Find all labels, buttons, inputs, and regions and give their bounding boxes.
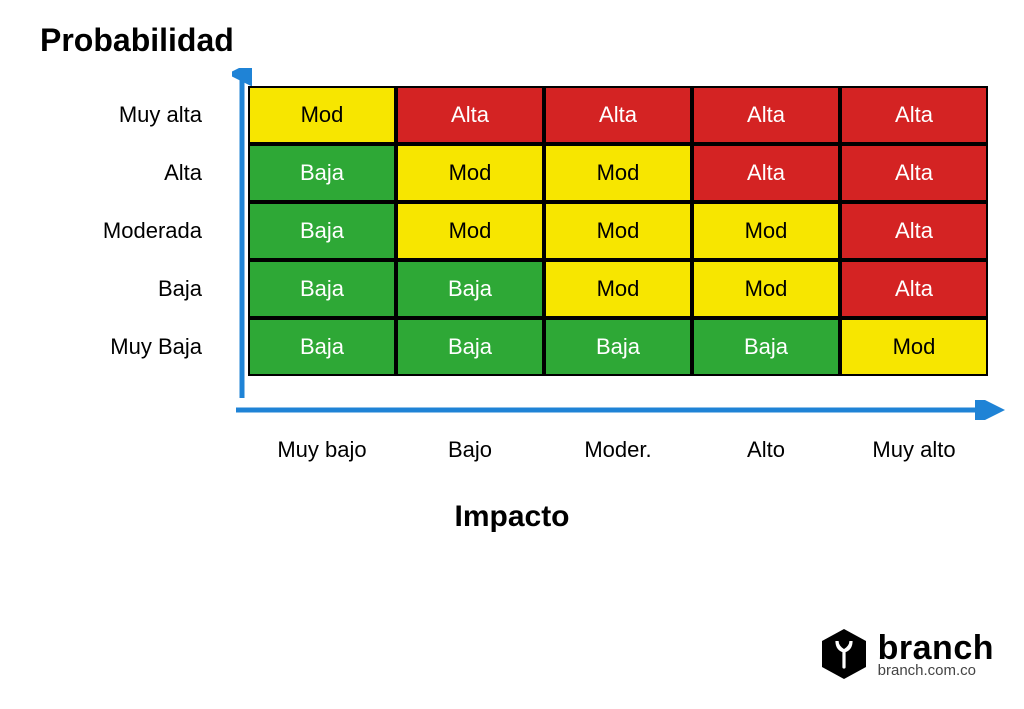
- x-axis-arrow: [232, 400, 1012, 420]
- y-axis-labels: Muy alta Alta Moderada Baja Muy Baja: [60, 86, 220, 376]
- y-label: Baja: [60, 260, 220, 318]
- matrix-cell: Baja: [396, 260, 544, 318]
- matrix-cell: Alta: [692, 144, 840, 202]
- brand-name: branch: [878, 631, 994, 665]
- matrix-cell: Mod: [396, 202, 544, 260]
- matrix-cell: Alta: [692, 86, 840, 144]
- matrix-cell: Baja: [248, 260, 396, 318]
- matrix-cell: Baja: [396, 318, 544, 376]
- matrix-cell: Alta: [840, 144, 988, 202]
- brand-block: branch branch.com.co: [820, 627, 994, 681]
- matrix-cell: Baja: [248, 144, 396, 202]
- matrix-cell: Alta: [396, 86, 544, 144]
- matrix-cell: Mod: [692, 260, 840, 318]
- x-label: Alto: [692, 430, 840, 470]
- brand-logo-icon: [820, 627, 868, 681]
- x-label: Muy bajo: [248, 430, 396, 470]
- matrix-cell: Mod: [544, 260, 692, 318]
- x-label: Bajo: [396, 430, 544, 470]
- matrix-cell: Mod: [692, 202, 840, 260]
- matrix-cell: Mod: [544, 144, 692, 202]
- y-label: Alta: [60, 144, 220, 202]
- x-label: Moder.: [544, 430, 692, 470]
- x-axis-labels: Muy bajo Bajo Moder. Alto Muy alto: [248, 430, 988, 470]
- matrix-cell: Mod: [840, 318, 988, 376]
- matrix-cell: Baja: [248, 202, 396, 260]
- x-axis-title: Impacto: [0, 500, 1024, 534]
- matrix-cell: Mod: [396, 144, 544, 202]
- matrix-cell: Baja: [692, 318, 840, 376]
- matrix-cell: Baja: [544, 318, 692, 376]
- matrix-cell: Mod: [248, 86, 396, 144]
- matrix-cell: Mod: [544, 202, 692, 260]
- matrix-cell: Baja: [248, 318, 396, 376]
- y-label: Moderada: [60, 202, 220, 260]
- y-axis-title: Probabilidad: [40, 22, 234, 59]
- risk-matrix-grid: ModAltaAltaAltaAltaBajaModModAltaAltaBaj…: [248, 86, 988, 376]
- matrix-cell: Alta: [840, 202, 988, 260]
- matrix-cell: Alta: [840, 86, 988, 144]
- y-label: Muy alta: [60, 86, 220, 144]
- matrix-cell: Alta: [840, 260, 988, 318]
- y-label: Muy Baja: [60, 318, 220, 376]
- matrix-cell: Alta: [544, 86, 692, 144]
- x-label: Muy alto: [840, 430, 988, 470]
